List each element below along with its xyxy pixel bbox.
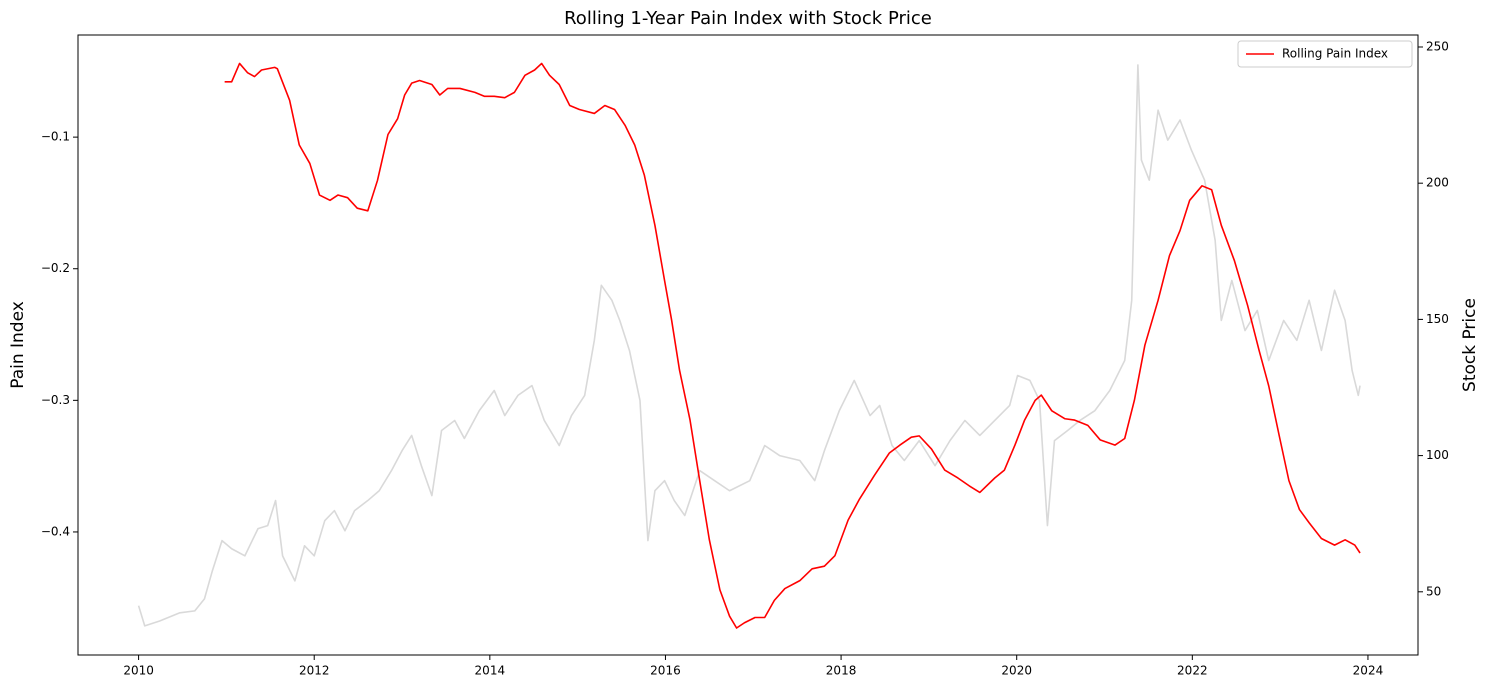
chart-title: Rolling 1-Year Pain Index with Stock Pri… [564,8,932,29]
y2-tick-label: 150 [1426,312,1449,326]
plot-frame [77,34,1419,656]
legend-label: Rolling Pain Index [1282,47,1388,61]
y2-tick-label: 50 [1426,584,1441,598]
x-tick-label: 2022 [1177,664,1208,678]
x-tick-label: 2024 [1353,664,1384,678]
y-tick-label: −0.2 [41,261,70,275]
series-line [224,62,1361,629]
y-axis-label: Pain Index [8,301,28,389]
y2-tick-label: 250 [1426,39,1449,53]
x-tick-label: 2010 [123,664,154,678]
y2-tick-label: 200 [1426,176,1449,190]
y-tick-label: −0.3 [41,393,70,407]
y2-tick-label: 100 [1426,448,1449,462]
y-tick-label: −0.4 [41,524,70,538]
x-tick-label: 2012 [299,664,330,678]
legend-box [1237,40,1413,68]
x-tick-label: 2016 [650,664,681,678]
y-tick-label: −0.1 [41,130,70,144]
x-tick-label: 2020 [1001,664,1032,678]
series-line [137,64,1361,627]
y2-axis-label: Stock Price [1460,298,1480,392]
x-tick-label: 2014 [475,664,506,678]
x-tick-label: 2018 [826,664,857,678]
